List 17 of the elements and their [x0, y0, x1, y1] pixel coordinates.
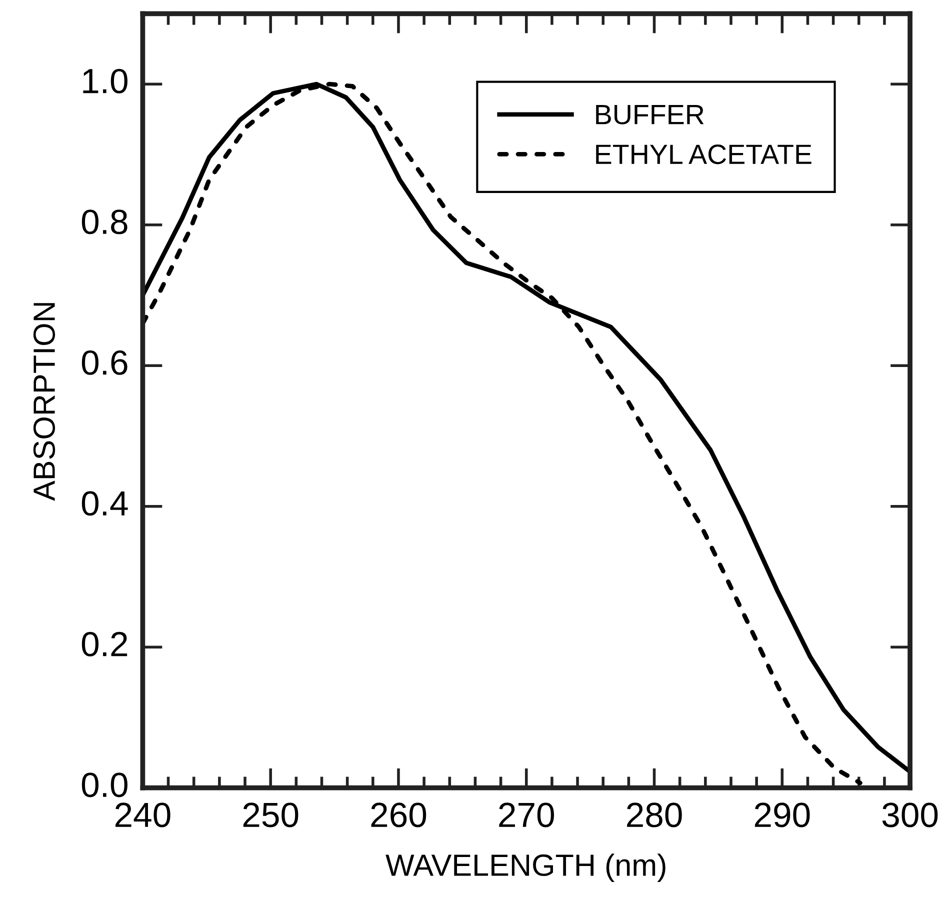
y-tick-label: 0.4 [82, 491, 128, 516]
y-tick-label: 0.8 [82, 210, 128, 234]
legend-label: BUFFER [596, 105, 704, 124]
y-tick-label: 1.0 [83, 68, 128, 94]
y-axis-title: ABSORPTION [33, 303, 56, 501]
legend-label: ETHYL ACETATE [596, 144, 812, 164]
x-tick-label: 300 [882, 802, 938, 828]
y-tick-label: 0.6 [82, 350, 128, 375]
x-tick-label: 260 [371, 802, 426, 828]
x-tick-label: 270 [499, 802, 554, 828]
y-tick-label: 0.0 [82, 772, 128, 798]
x-axis-title: WAVELENGTH (nm) [386, 854, 666, 882]
x-tick-label: 280 [627, 802, 682, 828]
y-tick-label: 0.2 [82, 632, 128, 656]
x-tick-label: 250 [243, 802, 298, 828]
x-tick-label: 240 [115, 802, 170, 828]
x-tick-label: 290 [754, 802, 810, 828]
